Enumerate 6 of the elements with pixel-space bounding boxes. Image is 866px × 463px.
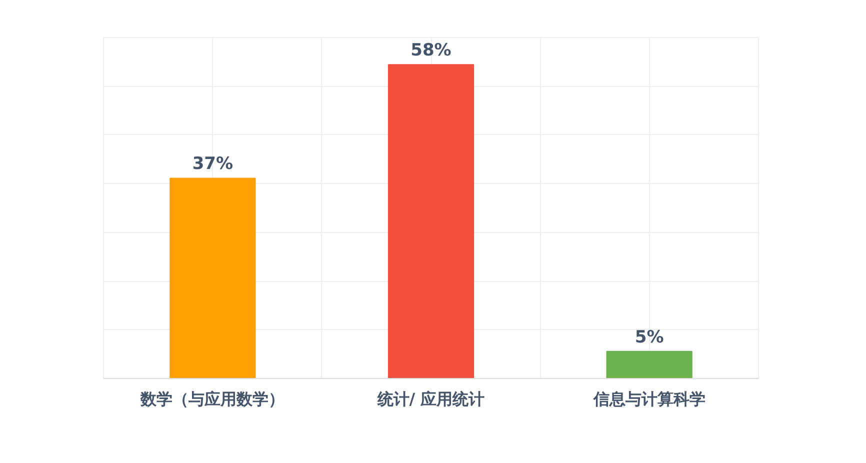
x-tick-label: 数学（与应用数学） (140, 390, 285, 408)
x-tick-label: 信息与计算科学 (592, 390, 706, 408)
x-tick-label: 统计/ 应用统计 (376, 390, 485, 408)
data-label: 5% (634, 327, 664, 348)
data-label: 37% (192, 154, 234, 174)
data-label: 58% (410, 40, 452, 61)
